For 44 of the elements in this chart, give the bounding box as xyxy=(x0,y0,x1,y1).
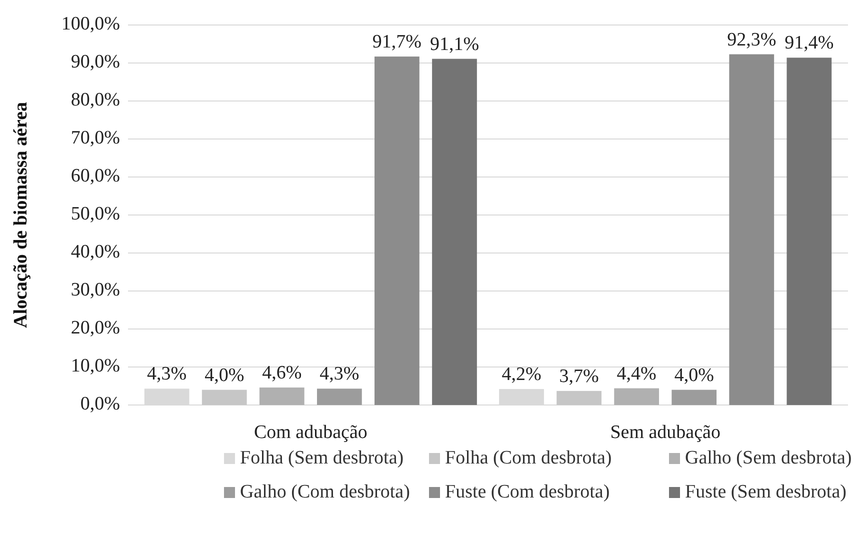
legend-label: Fuste (Sem desbrota) xyxy=(685,481,846,502)
data-label: 4,6% xyxy=(262,362,302,384)
bar xyxy=(614,388,660,405)
legend-label: Galho (Sem desbrota) xyxy=(685,447,852,468)
bar xyxy=(729,54,774,405)
bar xyxy=(672,390,717,405)
bar xyxy=(556,390,602,405)
y-axis-title: Alocação de biomassa aérea xyxy=(10,101,32,328)
y-tick-label: 70,0% xyxy=(70,127,120,148)
data-label: 3,7% xyxy=(559,366,600,387)
bar xyxy=(374,56,420,405)
legend-label: Folha (Com desbrota) xyxy=(445,447,612,468)
data-label: 91,4% xyxy=(784,32,834,54)
bar xyxy=(499,389,544,405)
legend-label: Folha (Sem desbrota) xyxy=(240,447,404,468)
data-label: 4,3% xyxy=(147,364,187,385)
y-tick-label: 20,0% xyxy=(70,317,120,338)
x-tick-label: Com adubação xyxy=(254,422,368,443)
y-tick-label: 10,0% xyxy=(70,355,120,376)
data-label: 4,4% xyxy=(616,363,657,384)
data-label: 4,3% xyxy=(320,364,360,385)
data-label: 4,0% xyxy=(204,364,244,386)
y-tick-label: 30,0% xyxy=(70,279,120,300)
y-tick-label: 90,0% xyxy=(70,51,120,72)
y-tick-label: 60,0% xyxy=(70,165,120,186)
bar xyxy=(786,58,832,405)
legend-label: Fuste (Com desbrota) xyxy=(445,481,610,502)
legend-label: Galho (Com desbrota) xyxy=(240,481,410,502)
x-tick-label: Sem adubação xyxy=(610,422,720,443)
bar xyxy=(202,390,247,405)
bar xyxy=(316,388,362,405)
y-tick-label: 100,0% xyxy=(61,13,120,34)
y-tick-label: 40,0% xyxy=(70,241,120,262)
data-label: 91,7% xyxy=(372,32,422,53)
bar xyxy=(259,388,304,405)
y-tick-label: 50,0% xyxy=(70,203,120,224)
y-tick-label: 0,0% xyxy=(80,393,120,414)
bar xyxy=(144,388,190,405)
data-label: 92,3% xyxy=(727,29,776,50)
data-label: 91,1% xyxy=(430,34,480,55)
data-label: 4,2% xyxy=(502,364,542,386)
bar xyxy=(432,58,477,405)
data-label: 4,0% xyxy=(674,364,714,386)
y-tick-label: 80,0% xyxy=(70,89,120,110)
